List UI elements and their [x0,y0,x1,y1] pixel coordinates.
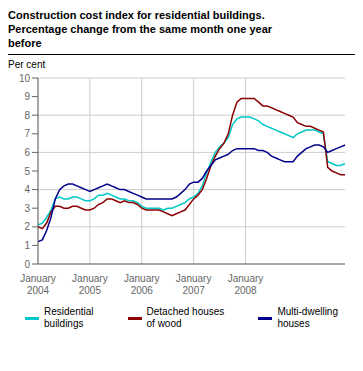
svg-text:7: 7 [24,128,30,139]
svg-text:January2004: January2004 [20,273,56,296]
svg-text:0: 0 [24,259,30,270]
svg-text:6: 6 [24,147,30,158]
svg-text:January2005: January2005 [72,273,108,296]
html-text:Detached houses of wood: Detached houses of wood [146,306,225,329]
html-text:Residential buildings: Residential buildings [44,306,94,329]
svg-text:January2007: January2007 [176,273,212,296]
html-text:Construction cost index for re: Construction cost index for residential … [8,9,273,49]
html-text:Multi-dwelling houses: Multi-dwelling houses [277,306,338,329]
svg-text:January2008: January2008 [228,273,264,296]
svg-text:4: 4 [24,184,30,195]
svg-text:January2006: January2006 [124,273,160,296]
svg-text:9: 9 [24,91,30,102]
svg-text:10: 10 [19,73,31,84]
html-text:Per cent: Per cent [8,59,46,70]
svg-text:3: 3 [24,203,30,214]
svg-text:8: 8 [24,110,30,121]
svg-text:1: 1 [24,240,30,251]
svg-text:2: 2 [24,221,30,232]
svg-text:5: 5 [24,166,30,177]
